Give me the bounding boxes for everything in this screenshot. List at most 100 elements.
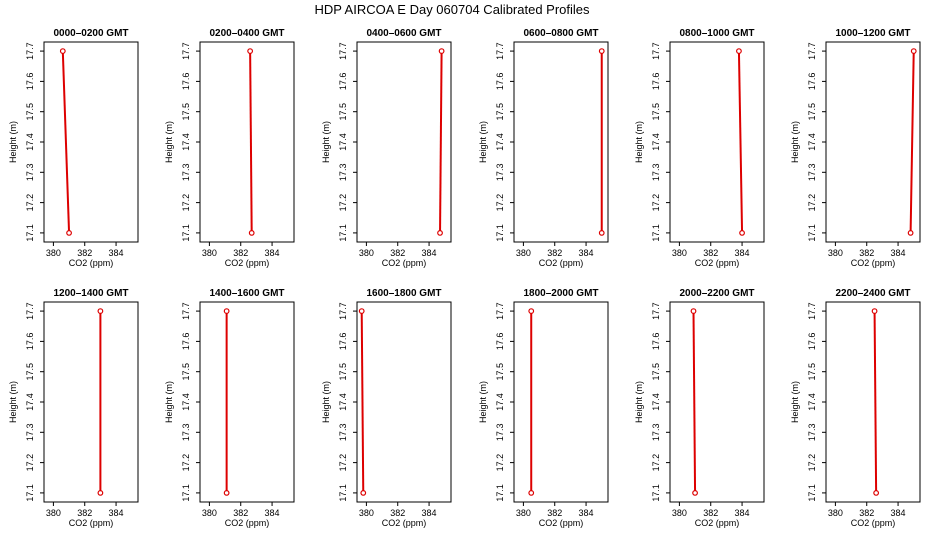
y-tick-label: 17.7	[807, 42, 817, 60]
panel-title: 0600–0800 GMT	[523, 28, 598, 39]
x-tick-label: 382	[390, 248, 405, 258]
y-tick-label: 17.5	[25, 363, 35, 381]
y-axis-label: Height (m)	[8, 381, 18, 423]
y-tick-label: 17.1	[25, 484, 35, 502]
data-point	[873, 490, 880, 496]
x-tick-label: 384	[579, 508, 594, 518]
x-tick-label: 382	[547, 508, 562, 518]
chart-panel: 0000–0200 GMT 380 382 384 17.1 17.2 17.3 17.4 17…	[8, 28, 139, 268]
chart-panel: 1600–1800 GMT 380 382 384 17.1 17.2 17.3 17.4 17…	[321, 288, 452, 528]
plot-frame	[199, 41, 295, 243]
y-axis-label: Height (m)	[478, 381, 488, 423]
x-axis-label: CO2 (ppm)	[539, 258, 584, 268]
x-axis-label: CO2 (ppm)	[695, 518, 740, 528]
x-tick-label: 382	[77, 248, 92, 258]
x-axis-label: CO2 (ppm)	[225, 518, 270, 528]
y-axis-label: Height (m)	[634, 121, 644, 163]
y-tick-label: 17.7	[495, 42, 505, 60]
plot-frame	[356, 301, 452, 503]
x-axis-label: CO2 (ppm)	[225, 258, 270, 268]
y-tick-label: 17.3	[807, 164, 817, 182]
y-tick-label: 17.1	[495, 484, 505, 502]
plot-frame	[199, 301, 295, 503]
x-tick-label: 380	[359, 248, 374, 258]
y-tick-label: 17.5	[181, 363, 191, 381]
x-tick-label: 380	[202, 508, 217, 518]
x-tick-label: 384	[422, 508, 437, 518]
y-tick-label: 17.4	[651, 393, 661, 411]
y-axis-label: Height (m)	[164, 121, 174, 163]
data-point	[598, 230, 605, 236]
y-tick-label: 17.3	[651, 164, 661, 182]
y-tick-label: 17.5	[495, 363, 505, 381]
profile-line	[249, 51, 253, 233]
y-tick-label: 17.6	[181, 333, 191, 351]
x-tick-label: 384	[891, 508, 906, 518]
y-tick-label: 17.7	[495, 302, 505, 320]
y-tick-label: 17.6	[495, 333, 505, 351]
y-tick-label: 17.4	[807, 133, 817, 151]
y-tick-label: 17.7	[25, 42, 35, 60]
x-axis-label: CO2 (ppm)	[539, 518, 584, 528]
y-tick-label: 17.6	[495, 73, 505, 91]
y-tick-label: 17.1	[25, 224, 35, 242]
data-point	[358, 308, 365, 314]
y-tick-label: 17.1	[181, 224, 191, 242]
y-tick-label: 17.7	[181, 42, 191, 60]
y-tick-label: 17.6	[25, 73, 35, 91]
y-tick-label: 17.4	[25, 393, 35, 411]
plot-frame	[669, 301, 765, 503]
y-axis-label: Height (m)	[321, 381, 331, 423]
y-tick-label: 17.7	[181, 302, 191, 320]
x-axis-label: CO2 (ppm)	[69, 518, 114, 528]
x-tick-label: 384	[265, 248, 280, 258]
chart-panel: 0200–0400 GMT 380 382 384 17.1 17.2 17.3 17.4 17…	[164, 28, 295, 268]
y-tick-label: 17.6	[338, 73, 348, 91]
x-tick-label: 380	[46, 248, 61, 258]
y-tick-label: 17.5	[651, 363, 661, 381]
data-point	[907, 230, 914, 236]
data-point	[66, 230, 72, 236]
plot-frame	[825, 301, 921, 503]
chart-panel: 0400–0600 GMT 380 382 384 17.1 17.2 17.3 17.4 17…	[321, 28, 452, 268]
y-tick-label: 17.5	[807, 103, 817, 121]
panel-title: 0200–0400 GMT	[209, 28, 284, 39]
y-tick-label: 17.2	[338, 194, 348, 212]
y-tick-label: 17.5	[651, 103, 661, 121]
y-tick-label: 17.5	[807, 363, 817, 381]
y-tick-label: 17.2	[495, 194, 505, 212]
y-tick-label: 17.6	[651, 333, 661, 351]
profile-line	[873, 311, 878, 493]
x-tick-label: 382	[703, 508, 718, 518]
y-tick-label: 17.5	[338, 103, 348, 121]
x-tick-label: 382	[859, 508, 874, 518]
plot-frame	[43, 41, 139, 243]
data-point	[97, 308, 104, 314]
x-tick-label: 380	[516, 508, 531, 518]
y-tick-label: 17.1	[651, 484, 661, 502]
profile-line	[737, 51, 744, 233]
y-axis-label: Height (m)	[164, 381, 174, 423]
y-tick-label: 17.2	[181, 194, 191, 212]
data-point	[223, 308, 230, 314]
y-tick-label: 17.4	[181, 133, 191, 151]
x-tick-label: 384	[109, 248, 124, 258]
data-point	[690, 308, 697, 314]
x-tick-label: 380	[672, 248, 687, 258]
panel-title: 1800–2000 GMT	[523, 288, 598, 299]
x-tick-label: 380	[46, 508, 61, 518]
x-tick-label: 384	[422, 248, 437, 258]
data-point	[739, 230, 745, 236]
y-tick-label: 17.3	[338, 424, 348, 442]
y-tick-label: 17.7	[807, 302, 817, 320]
y-tick-label: 17.3	[495, 424, 505, 442]
x-tick-label: 384	[579, 248, 594, 258]
panel-grid: 0000–0200 GMT 380 382 384 17.1 17.2 17.3 17.4 17…	[8, 28, 921, 528]
y-tick-label: 17.3	[181, 424, 191, 442]
chart-panel: 1200–1400 GMT 380 382 384 17.1 17.2 17.3 17.4 17…	[8, 288, 139, 528]
data-point	[871, 308, 878, 314]
plot-frame	[356, 41, 452, 243]
y-tick-label: 17.4	[651, 133, 661, 151]
y-tick-label: 17.5	[495, 103, 505, 121]
data-point	[528, 490, 535, 496]
